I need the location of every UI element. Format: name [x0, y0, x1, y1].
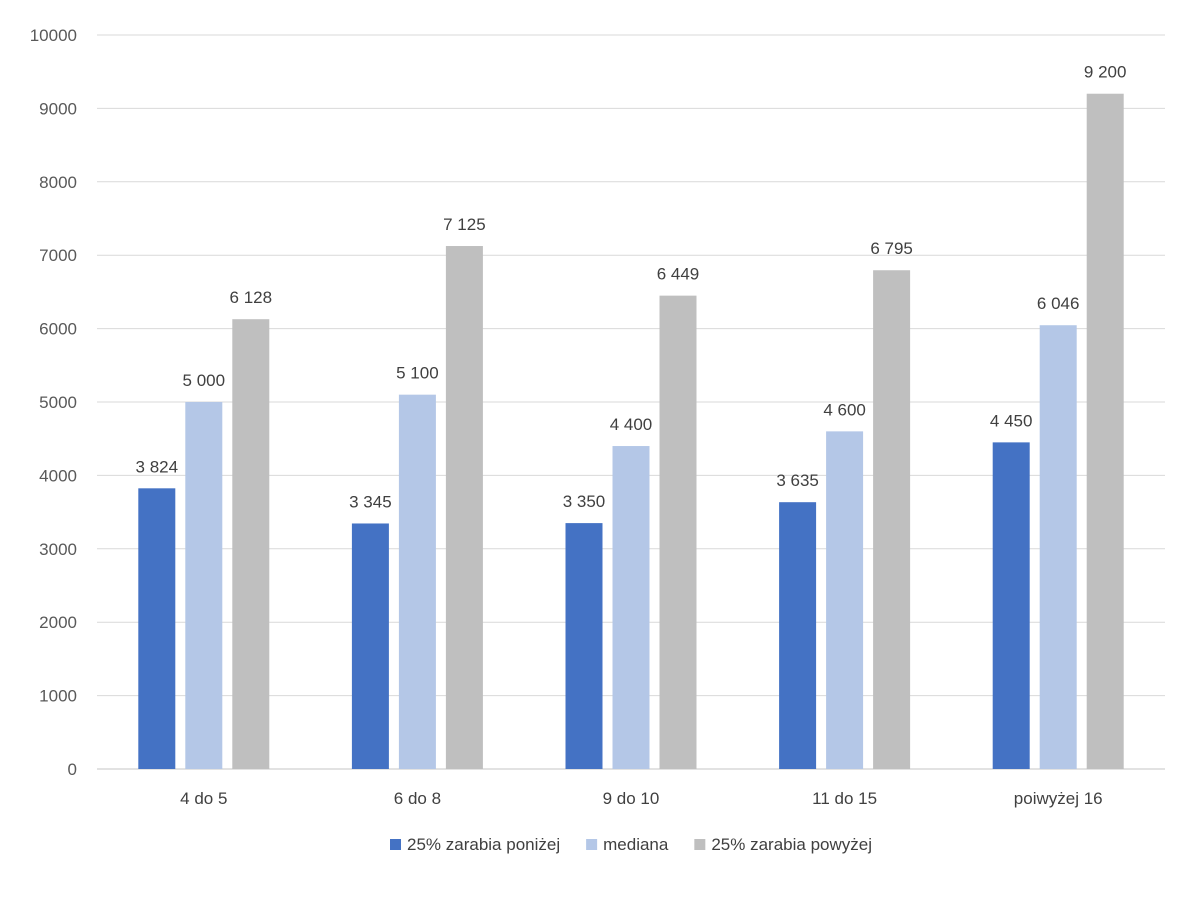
y-tick-label: 2000 — [39, 613, 77, 632]
data-label: 5 000 — [183, 371, 226, 390]
legend-item: 25% zarabia powyżej — [694, 835, 872, 854]
y-tick-label: 6000 — [39, 320, 77, 339]
bar-3 — [1086, 93, 1124, 770]
x-tick-label: poiwyżej 16 — [1014, 789, 1103, 808]
x-axis-category-labels: 4 do 5 6 do 8 9 do 10 11 do 15 poiwyżej 16 — [180, 789, 1102, 808]
legend-item: 25% zarabia poniżej — [390, 835, 560, 854]
x-tick-label: 4 do 5 — [180, 789, 227, 808]
bar-3 — [873, 270, 911, 769]
bar-2 — [1039, 325, 1077, 769]
bar-1 — [351, 523, 389, 769]
bar-1 — [992, 442, 1030, 769]
bar-3 — [232, 319, 270, 769]
y-tick-label: 0 — [68, 760, 77, 779]
x-tick-label: 6 do 8 — [394, 789, 441, 808]
data-label: 3 345 — [349, 492, 392, 511]
data-label: 6 046 — [1037, 294, 1080, 313]
x-tick-label: 11 do 15 — [812, 789, 877, 808]
legend-swatch — [694, 839, 706, 850]
y-tick-label: 10000 — [30, 26, 77, 45]
bar-3 — [445, 246, 483, 769]
legend-item: mediana — [586, 835, 669, 854]
legend-swatch — [586, 839, 598, 850]
bar-1 — [138, 488, 176, 769]
legend-label: 25% zarabia powyżej — [711, 835, 872, 854]
y-tick-label: 4000 — [39, 466, 77, 485]
data-label: 9 200 — [1084, 63, 1127, 82]
data-label: 7 125 — [443, 215, 486, 234]
legend-label: mediana — [603, 835, 669, 854]
data-label: 6 128 — [230, 288, 273, 307]
legend-label: 25% zarabia poniżej — [407, 835, 560, 854]
data-label: 6 449 — [657, 265, 700, 284]
y-tick-label: 5000 — [39, 393, 77, 412]
bars — [138, 93, 1124, 770]
y-tick-label: 9000 — [39, 99, 77, 118]
y-tick-label: 1000 — [39, 687, 77, 706]
bar-1 — [779, 502, 817, 769]
bar-2 — [185, 402, 223, 769]
data-label: 4 450 — [990, 411, 1033, 430]
data-label: 3 350 — [563, 492, 606, 511]
x-tick-label: 9 do 10 — [603, 789, 660, 808]
y-tick-label: 3000 — [39, 540, 77, 559]
y-axis-tick-labels: 0 1000 2000 3000 4000 5000 6000 7000 8000 9000 100… — [30, 26, 77, 779]
bar-3 — [659, 295, 697, 769]
data-labels: 3 824 5 000 6 128 3 345 5 100 7 125 3 350 4 400… — [136, 63, 1127, 512]
data-label: 4 400 — [610, 415, 653, 434]
legend-swatch — [390, 839, 402, 850]
legend: 25% zarabia poniżej mediana 25% zarabia po… — [390, 835, 872, 854]
data-label: 3 635 — [776, 471, 819, 490]
bar-2 — [826, 431, 864, 769]
bar-1 — [565, 523, 603, 769]
y-tick-label: 8000 — [39, 173, 77, 192]
y-tick-label: 7000 — [39, 246, 77, 265]
data-label: 4 600 — [823, 400, 866, 419]
data-label: 3 824 — [136, 457, 179, 476]
data-label: 6 795 — [870, 239, 913, 258]
bar-2 — [398, 394, 436, 769]
bar-2 — [612, 446, 650, 769]
data-label: 5 100 — [396, 364, 439, 383]
